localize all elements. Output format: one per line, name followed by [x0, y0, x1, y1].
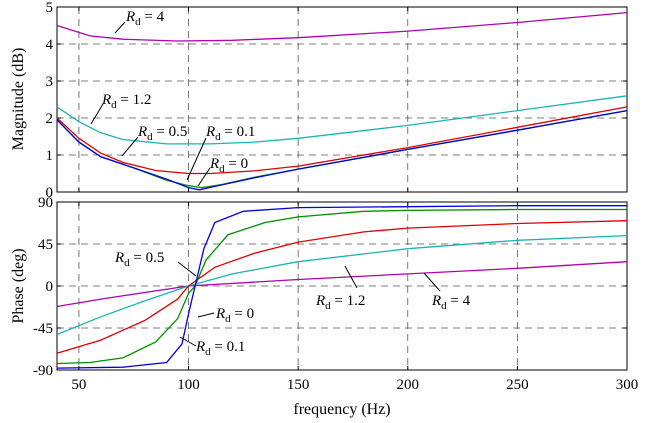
annotation-arrow [114, 21, 126, 34]
phase-ylabel: Phase (deg) [10, 248, 27, 323]
annotation-arrow [179, 336, 197, 347]
magnitude-series-line [56, 109, 628, 191]
annotation-label: Rd = 0.1 [205, 124, 255, 143]
annotation-label: Rd = 1.2 [315, 293, 365, 312]
annotation-arrow [197, 312, 215, 318]
annotation-label: Rd = 1.2 [101, 92, 151, 111]
annotation-mag-rd01: Rd = 0.1 [186, 124, 255, 181]
phase-series [56, 205, 628, 369]
xtick-label: 50 [71, 377, 86, 393]
ytick-label: 45 [38, 237, 53, 253]
annotation-ph-rd12: Rd = 1.2 [315, 265, 365, 312]
phase-panel: 50 100 150 200 250 300 -90 -45 0 45 90 Phase (deg)… [10, 195, 638, 418]
annotation-ph-rd0: Rd = 0 [197, 306, 254, 325]
ytick-label: -90 [33, 363, 53, 379]
xtick-label: 150 [287, 377, 310, 393]
annotation-label: Rd = 0.5 [114, 250, 164, 269]
xtick-label: 200 [397, 377, 420, 393]
annotation-arrow [121, 136, 139, 157]
ytick-label: 0 [46, 185, 54, 201]
phase-ticks: 50 100 150 200 250 300 -90 -45 0 45 90 [33, 195, 638, 393]
magnitude-series-line [56, 106, 628, 175]
annotation-mag-rd12: Rd = 1.2 [90, 92, 151, 125]
ytick-label: 2 [46, 111, 54, 127]
ytick-label: 1 [46, 148, 54, 164]
annotation-label: Rd = 4 [125, 9, 165, 28]
annotation-label: Rd = 0 [209, 156, 248, 175]
annotation-arrow [90, 103, 104, 125]
annotation-label: Rd = 0 [215, 306, 254, 325]
phase-series-line [56, 208, 627, 365]
annotation-ph-rd4: Rd = 4 [423, 272, 471, 312]
phase-series-line [56, 261, 628, 308]
annotation-arrow [344, 265, 358, 289]
magnitude-series-line [56, 95, 628, 145]
annotation-arrow [197, 167, 211, 187]
ytick-label: 0 [46, 279, 54, 295]
annotation-mag-rd4: Rd = 4 [114, 9, 165, 34]
phase-series-line [56, 220, 628, 354]
magnitude-series [56, 11, 628, 191]
magnitude-ylabel: Magnitude (dB) [10, 48, 27, 151]
phase-series-line [56, 205, 627, 369]
annotation-mag-rd0: Rd = 0 [197, 156, 248, 187]
ytick-label: 5 [46, 0, 54, 16]
phase-xlabel: frequency (Hz) [293, 401, 390, 418]
annotation-arrow [186, 137, 207, 181]
magnitude-panel: 0 1 2 3 4 5 Magnitude (dB) Rd = 4 Rd = 1.2 Rd… [10, 0, 628, 201]
annotation-ph-rd01: Rd = 0.1 [179, 336, 245, 358]
annotation-arrow [177, 261, 197, 277]
annotation-label: Rd = 0.1 [195, 339, 245, 358]
ytick-label: -45 [33, 321, 53, 337]
magnitude-series-line [56, 11, 628, 42]
phase-series-line [56, 234, 628, 336]
magnitude-ticks: 0 1 2 3 4 5 [46, 0, 628, 201]
ytick-label: 90 [38, 195, 53, 211]
annotation-mag-rd05: Rd = 0.5 [121, 124, 187, 157]
xtick-label: 100 [177, 377, 200, 393]
ytick-label: 3 [46, 74, 54, 90]
annotation-label: Rd = 0.5 [137, 124, 187, 143]
annotation-arrow [423, 272, 441, 292]
ytick-label: 4 [46, 37, 54, 53]
annotation-label: Rd = 4 [431, 293, 471, 312]
xtick-label: 250 [506, 377, 529, 393]
annotation-ph-rd05: Rd = 0.5 [114, 250, 197, 277]
xtick-label: 300 [616, 377, 639, 393]
